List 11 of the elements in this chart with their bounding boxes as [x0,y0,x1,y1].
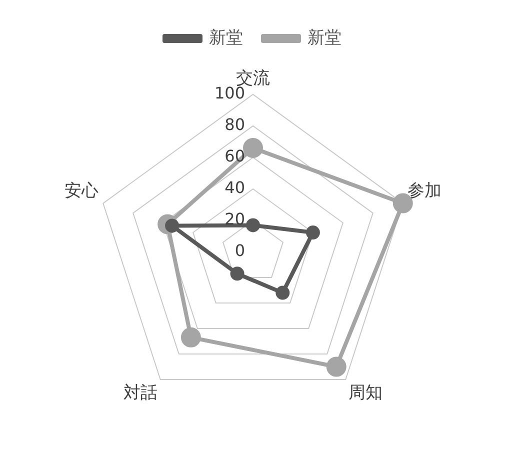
legend-label: 新堂 [209,28,243,48]
legend-label: 新堂 [308,28,342,48]
y-tick-label: 40 [224,178,245,198]
y-tick-label: 80 [224,115,245,134]
spoke-label: 安心 [64,180,98,201]
spoke-label: 対話 [123,383,158,404]
y-tick-label: 0 [234,241,245,260]
spoke-label: 周知 [348,383,383,404]
y-tick-label: 20 [224,210,245,229]
spoke-label: 参加 [408,180,442,201]
y-tick-label: 60 [224,146,245,166]
